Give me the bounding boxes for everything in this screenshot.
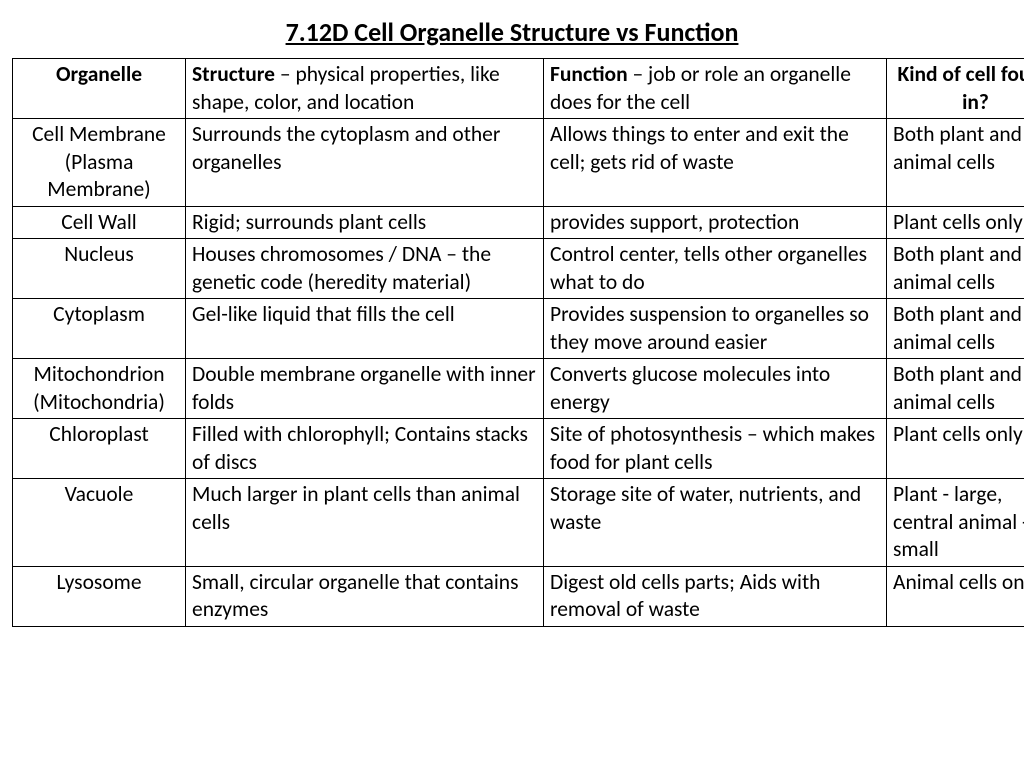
cell-structure: Gel-like liquid that fills the cell (186, 299, 544, 359)
table-row: Cell Wall Rigid; surrounds plant cells p… (13, 206, 1024, 239)
cell-kind: Plant - large, central animal -small (887, 479, 1024, 567)
cell-organelle: Vacuole (13, 479, 186, 567)
cell-kind: Plant cells only (887, 419, 1024, 479)
cell-kind: Plant cells only (887, 206, 1024, 239)
header-function-label: Function (550, 61, 628, 87)
header-organelle: Organelle (13, 59, 186, 119)
table-row: Cytoplasm Gel-like liquid that fills the… (13, 299, 1024, 359)
organelle-table: Organelle Structure – physical propertie… (12, 58, 1024, 627)
cell-function: Allows things to enter and exit the cell… (544, 119, 887, 207)
table-row: Vacuole Much larger in plant cells than … (13, 479, 1024, 567)
page-title: 7.12D Cell Organelle Structure vs Functi… (12, 16, 1012, 48)
cell-structure: Surrounds the cytoplasm and other organe… (186, 119, 544, 207)
table-row: Chloroplast Filled with chlorophyll; Con… (13, 419, 1024, 479)
cell-kind: Both plant and animal cells (887, 239, 1024, 299)
cell-organelle: Nucleus (13, 239, 186, 299)
cell-kind: Animal cells only (887, 566, 1024, 626)
cell-kind: Both plant and animal cells (887, 359, 1024, 419)
cell-structure: Rigid; surrounds plant cells (186, 206, 544, 239)
cell-function: Storage site of water, nutrients, and wa… (544, 479, 887, 567)
cell-kind: Both plant and animal cells (887, 299, 1024, 359)
table-row: Mitochondrion (Mitochondria) Double memb… (13, 359, 1024, 419)
table-row: Lysosome Small, circular organelle that … (13, 566, 1024, 626)
table-header-row: Organelle Structure – physical propertie… (13, 59, 1024, 119)
cell-structure: Filled with chlorophyll; Contains stacks… (186, 419, 544, 479)
cell-structure: Much larger in plant cells than animal c… (186, 479, 544, 567)
cell-organelle: Cell Wall (13, 206, 186, 239)
cell-structure: Small, circular organelle that contains … (186, 566, 544, 626)
header-structure-label: Structure (192, 61, 275, 87)
cell-function: Provides suspension to organelles so the… (544, 299, 887, 359)
table-row: Nucleus Houses chromosomes / DNA – the g… (13, 239, 1024, 299)
header-kind: Kind of cell found in? (887, 59, 1024, 119)
cell-function: provides support, protection (544, 206, 887, 239)
cell-organelle: Cell Membrane (Plasma Membrane) (13, 119, 186, 207)
cell-function: Control center, tells other organelles w… (544, 239, 887, 299)
table-row: Cell Membrane (Plasma Membrane) Surround… (13, 119, 1024, 207)
cell-function: Converts glucose molecules into energy (544, 359, 887, 419)
cell-kind: Both plant and animal cells (887, 119, 1024, 207)
cell-organelle: Lysosome (13, 566, 186, 626)
cell-organelle: Cytoplasm (13, 299, 186, 359)
cell-function: Site of photosynthesis – which makes foo… (544, 419, 887, 479)
cell-structure: Double membrane organelle with inner fol… (186, 359, 544, 419)
cell-function: Digest old cells parts; Aids with remova… (544, 566, 887, 626)
cell-organelle: Mitochondrion (Mitochondria) (13, 359, 186, 419)
header-structure: Structure – physical properties, like sh… (186, 59, 544, 119)
header-function: Function – job or role an organelle does… (544, 59, 887, 119)
cell-structure: Houses chromosomes / DNA – the genetic c… (186, 239, 544, 299)
cell-organelle: Chloroplast (13, 419, 186, 479)
